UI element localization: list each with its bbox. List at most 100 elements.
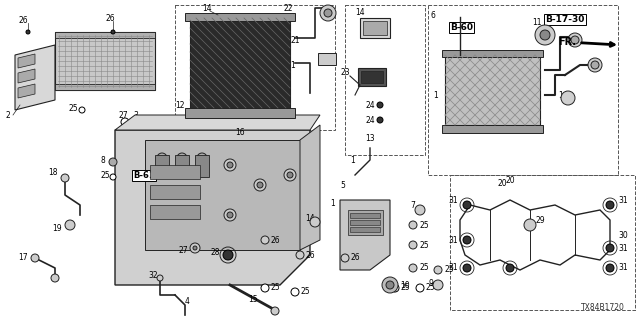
Circle shape [51,274,59,282]
Text: 15: 15 [248,295,258,305]
Text: 25: 25 [270,284,280,292]
Text: 14: 14 [202,4,212,12]
Bar [185,108,295,118]
Circle shape [416,284,424,292]
Polygon shape [115,115,320,130]
Circle shape [463,236,471,244]
Circle shape [65,220,75,230]
Circle shape [535,25,555,45]
Polygon shape [15,45,55,110]
Text: 26: 26 [105,13,115,22]
Bar [442,50,543,57]
Circle shape [254,179,266,191]
Polygon shape [145,140,300,250]
Text: 12: 12 [175,100,184,109]
Text: 14: 14 [305,213,315,222]
Circle shape [193,246,197,250]
Polygon shape [18,84,35,98]
Text: 16: 16 [235,127,244,137]
Bar [318,53,336,65]
Text: 4: 4 [185,298,190,307]
Circle shape [310,217,320,227]
Circle shape [434,266,442,274]
Bar [350,220,380,225]
Bar [190,18,290,108]
Text: B-61: B-61 [133,171,155,180]
Circle shape [296,251,304,259]
Text: B-60: B-60 [450,23,473,32]
Bar [442,125,543,133]
Text: 31: 31 [618,263,628,273]
Circle shape [177,153,187,163]
Text: 10: 10 [400,281,410,290]
Text: 25: 25 [419,241,429,250]
Text: 13: 13 [365,133,374,142]
Text: 24: 24 [365,116,374,124]
Text: 5: 5 [340,180,345,189]
Text: 25: 25 [400,284,410,292]
Text: 17: 17 [18,253,28,262]
Circle shape [382,277,398,293]
Text: 26: 26 [350,253,360,262]
Bar [150,185,200,199]
Text: 25: 25 [300,287,310,297]
Polygon shape [115,130,310,285]
Text: 22: 22 [283,4,292,12]
Text: 20: 20 [497,179,507,188]
Bar [348,210,383,235]
Text: 14: 14 [355,7,365,17]
Circle shape [606,244,614,252]
Circle shape [31,254,39,262]
Circle shape [433,280,443,290]
Bar [150,205,200,219]
Text: 26: 26 [270,236,280,244]
Text: 14: 14 [558,91,568,100]
Circle shape [606,201,614,209]
Text: 2: 2 [5,110,10,119]
Text: 21: 21 [290,36,300,44]
Circle shape [377,102,383,108]
Text: 19: 19 [52,223,61,233]
Circle shape [157,153,167,163]
Text: FR.: FR. [558,37,614,47]
Text: 28: 28 [210,247,220,257]
Circle shape [157,275,163,281]
Text: 1: 1 [290,60,295,69]
Circle shape [111,30,115,34]
Bar [55,32,155,38]
Circle shape [271,307,279,315]
Text: 1: 1 [330,198,335,207]
Bar [150,165,200,179]
Bar [175,155,189,177]
Circle shape [386,281,394,289]
Text: 9: 9 [428,278,433,287]
Text: 25: 25 [100,171,109,180]
Circle shape [463,264,471,272]
Circle shape [261,236,269,244]
Bar [358,68,386,86]
Bar [55,32,155,90]
Text: 25: 25 [425,284,435,292]
Text: 27: 27 [118,110,127,119]
Text: 18: 18 [48,167,58,177]
Text: 32: 32 [148,270,157,279]
Bar [445,55,540,125]
Text: 29: 29 [535,215,545,225]
Circle shape [409,264,417,272]
Circle shape [110,174,116,180]
Bar [360,18,390,38]
Circle shape [224,209,236,221]
Circle shape [324,9,332,17]
Bar [350,227,380,232]
Text: 1: 1 [433,91,438,100]
Text: 26: 26 [18,15,28,25]
Bar [361,71,383,83]
Circle shape [79,107,85,113]
Circle shape [571,36,579,44]
Circle shape [377,117,383,123]
Bar [55,84,155,90]
Circle shape [109,158,117,166]
Circle shape [341,254,349,262]
Circle shape [224,159,236,171]
Circle shape [26,30,30,34]
